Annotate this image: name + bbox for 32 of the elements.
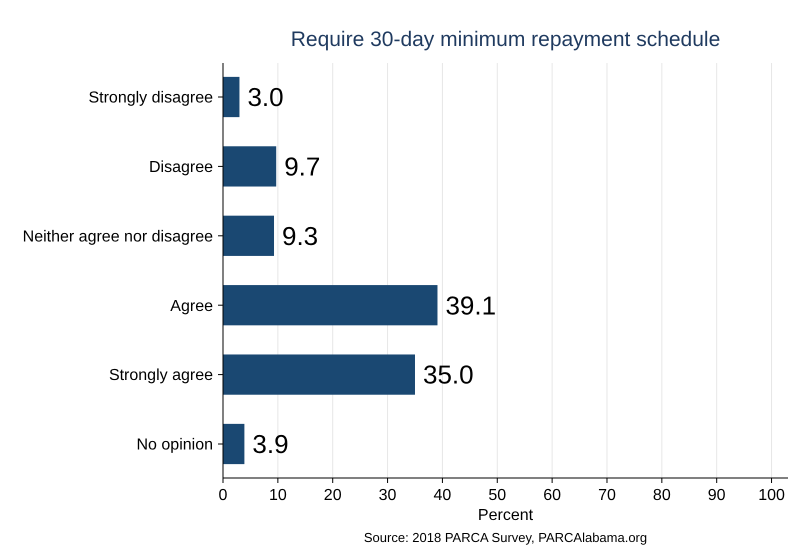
x-tick-label: 90: [708, 487, 726, 504]
source-note: Source: 2018 PARCA Survey, PARCAlabama.org: [364, 530, 648, 545]
bar: [223, 216, 274, 256]
x-tick-label: 30: [378, 487, 397, 504]
x-tick-label: 0: [218, 487, 228, 504]
x-tick-label: 60: [543, 487, 562, 504]
x-tick-label: 10: [268, 487, 287, 504]
data-label: 3.0: [247, 82, 284, 112]
bar: [223, 354, 415, 395]
x-tick-label: 100: [758, 487, 785, 504]
y-tick-label: Agree: [170, 298, 214, 315]
y-tick-label: Strongly disagree: [88, 90, 214, 107]
bar: [223, 76, 240, 118]
x-tick-label: 50: [488, 487, 506, 504]
data-label: 9.3: [282, 220, 318, 251]
data-label: 9.7: [284, 152, 320, 182]
x-tick-label: 40: [434, 487, 452, 504]
x-tick-label: 70: [598, 487, 616, 504]
x-tick-label: 80: [652, 487, 671, 504]
x-axis-title: Percent: [478, 507, 534, 524]
data-label: 35.0: [422, 360, 474, 390]
y-tick-label: Strongly agree: [108, 367, 214, 384]
y-tick-label: Disagree: [148, 159, 214, 176]
data-label: 39.1: [445, 290, 496, 320]
data-label: 3.9: [252, 429, 289, 460]
chart-title: Require 30-day minimum repayment schedule: [290, 28, 720, 51]
x-tick-label: 20: [324, 487, 342, 504]
bar: [223, 146, 276, 187]
y-tick-label: No opinion: [136, 436, 213, 454]
y-tick-label: Neither agree nor disagree: [22, 228, 214, 246]
bar: [223, 424, 244, 464]
bar: [223, 285, 438, 326]
